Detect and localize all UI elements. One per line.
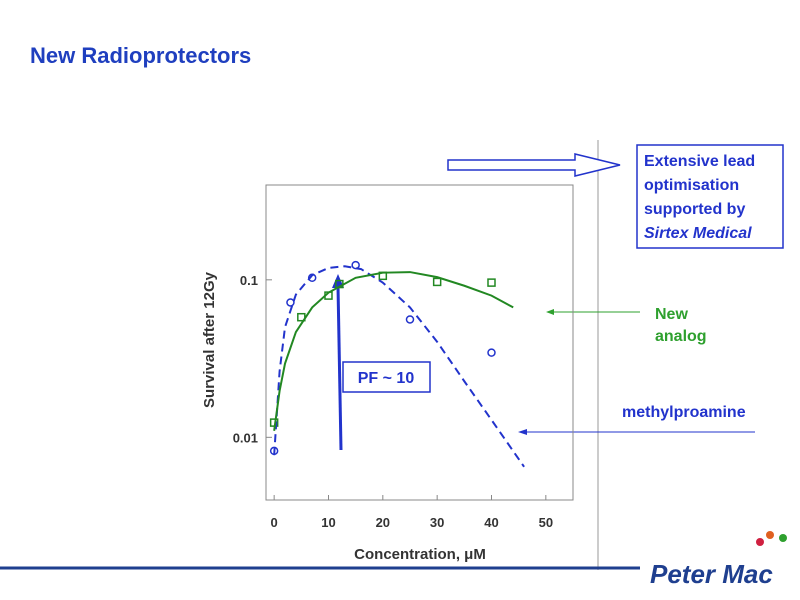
fit-curve	[273, 265, 525, 468]
hollow-arrow	[447, 153, 621, 177]
x-tick-label: 10	[321, 515, 335, 530]
x-axis-label: Concentration, μM	[354, 546, 486, 563]
data-point	[432, 277, 442, 287]
annotation: methylproamine	[622, 404, 746, 421]
x-tick-label: 0	[271, 515, 278, 530]
x-tick-label: 30	[430, 515, 444, 530]
data-point	[286, 298, 295, 307]
x-tick-label: 20	[376, 515, 390, 530]
pointer-head	[546, 309, 554, 315]
plot-frame	[265, 184, 574, 501]
logo-dot	[766, 531, 774, 539]
data-point	[487, 278, 496, 287]
logo: Peter Mac	[650, 559, 773, 589]
pf-box	[342, 361, 431, 393]
logo-dot	[756, 538, 764, 546]
x-tick-label: 40	[484, 515, 498, 530]
callout-box	[636, 144, 784, 249]
annotation: New analog	[655, 306, 707, 345]
pf-arrow	[336, 285, 343, 451]
y-tick-label: 0.01	[233, 430, 258, 445]
y-tick-label: 0.1	[240, 273, 258, 288]
callout-line: Sirtex Medical	[644, 225, 752, 242]
pf-label: PF ~ 10	[358, 370, 415, 387]
slide-title: New Radioprotectors	[30, 43, 251, 68]
pointer-head	[518, 429, 527, 435]
logo-dot	[779, 534, 787, 542]
callout-line: optimisation	[644, 177, 739, 194]
data-point	[351, 260, 360, 270]
callout-line: Extensive lead	[644, 153, 755, 170]
fit-curve	[273, 271, 514, 431]
callout-line: supported by	[644, 201, 745, 218]
data-point	[405, 315, 415, 324]
x-tick-label: 50	[539, 515, 553, 530]
y-axis-label: Survival after 12Gy	[201, 271, 218, 408]
data-point	[487, 348, 496, 357]
